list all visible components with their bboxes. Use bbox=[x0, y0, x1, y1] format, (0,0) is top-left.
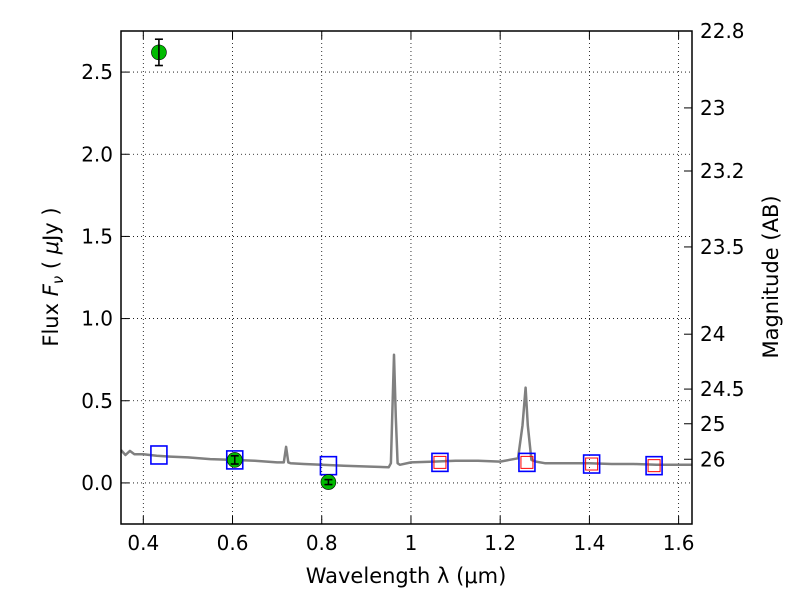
x-tick-label: 0.8 bbox=[306, 531, 338, 555]
y-tick-label: 0.5 bbox=[81, 389, 113, 413]
y2-tick-label: 24 bbox=[700, 322, 725, 346]
grid-lines bbox=[121, 31, 692, 524]
y2-tick-label: 25 bbox=[700, 412, 725, 436]
y2-tick-label: 22.8 bbox=[700, 19, 745, 43]
model-box-marker bbox=[150, 445, 168, 465]
y2-axis-label: Magnitude (AB) bbox=[759, 195, 783, 358]
model-box-marker bbox=[518, 452, 536, 473]
model-box-marker bbox=[225, 450, 244, 470]
x-tick-label: 0.4 bbox=[127, 531, 159, 555]
y-tick-label: 0.0 bbox=[81, 471, 113, 495]
y2-tick-label: 24.5 bbox=[700, 377, 745, 401]
model-box-marker bbox=[431, 452, 449, 473]
x-axis-label: Wavelength λ (μm) bbox=[306, 564, 507, 588]
y-tick-label: 1.5 bbox=[81, 224, 113, 248]
y-tick-label: 1.0 bbox=[81, 307, 113, 331]
y2-tick-label: 23 bbox=[700, 96, 725, 120]
model-inner-marker bbox=[585, 457, 599, 471]
y-axis-label: Flux Fν ( μJy ) bbox=[39, 207, 67, 346]
model-box-marker bbox=[645, 455, 663, 476]
model-box-marker bbox=[582, 454, 601, 474]
data-layer bbox=[120, 38, 692, 490]
y-tick-label: 2.0 bbox=[81, 142, 113, 166]
y2-tick-label: 26 bbox=[700, 447, 725, 471]
x-tick-label: 0.6 bbox=[217, 531, 249, 555]
template-spectrum-line bbox=[120, 353, 692, 469]
x-tick-label: 1.4 bbox=[573, 531, 605, 555]
x-tick-label: 1.6 bbox=[663, 531, 695, 555]
x-tick-label: 1.2 bbox=[484, 531, 516, 555]
y2-tick-label: 23.2 bbox=[700, 159, 745, 183]
y2-tick-label: 23.5 bbox=[700, 235, 745, 259]
y-tick-label: 2.5 bbox=[81, 60, 113, 84]
axis-ticks: 0.4 0.6 0.8 1 1.2 1.4 1.6 0.0 0.5 1.0 1.5 2.0 2.5 22.… bbox=[81, 19, 744, 555]
plot-frame bbox=[120, 30, 693, 525]
model-inner-marker bbox=[433, 455, 447, 469]
model-inner-marker bbox=[520, 455, 534, 469]
model-inner-marker bbox=[647, 459, 661, 473]
x-tick-label: 1 bbox=[405, 531, 418, 555]
